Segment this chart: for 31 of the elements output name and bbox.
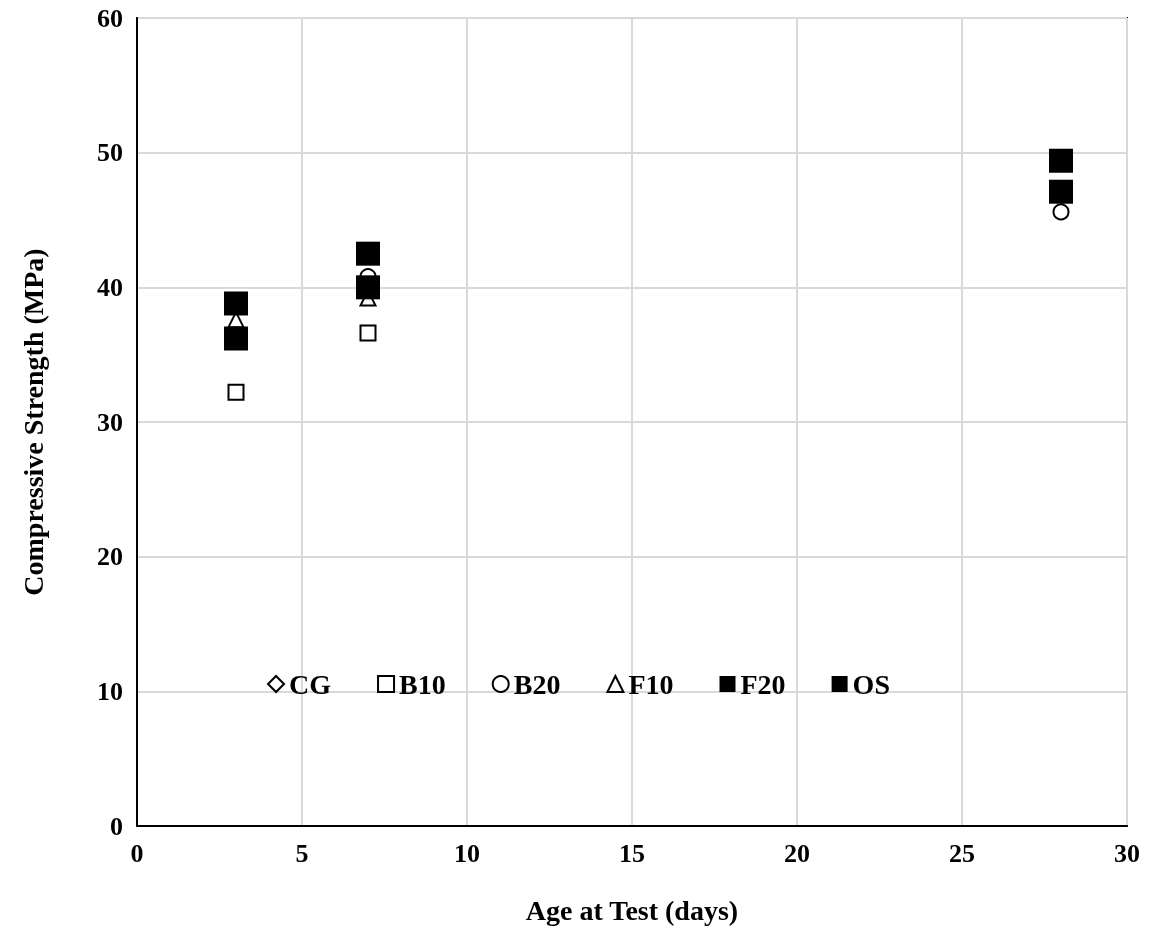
y-tick-label: 60 [97,3,123,33]
point [224,326,248,351]
point [356,241,380,266]
y-tick-label: 0 [110,811,123,841]
point [224,291,248,316]
point [359,324,377,342]
point [1049,148,1073,173]
x-tick-label: 10 [454,838,480,868]
y-tick-label: 30 [97,407,123,437]
point [1049,179,1073,204]
legend-label: OS [852,668,890,700]
legend-label: F20 [740,668,786,700]
point [227,383,245,401]
x-tick-label: 20 [784,838,810,868]
x-axis-title: Age at Test (days) [525,894,739,926]
legend-label: CG [289,668,332,700]
legend-label: B10 [399,668,446,700]
y-tick-label: 20 [97,542,123,572]
x-tick-label: 5 [295,838,309,868]
y-tick-label: 50 [97,138,123,168]
y-tick-label: 10 [97,676,123,706]
legend-label: B20 [513,668,561,700]
y-axis-title: Compressive Strength (MPa) [17,248,49,596]
y-tick-label: 40 [97,272,123,302]
point [1052,203,1070,221]
x-tick-label: 30 [1114,838,1140,868]
point [356,275,380,300]
x-tick-label: 25 [949,838,975,868]
x-tick-label: 15 [619,838,645,868]
legend-label: F10 [628,668,674,700]
x-tick-label: 0 [130,838,144,868]
